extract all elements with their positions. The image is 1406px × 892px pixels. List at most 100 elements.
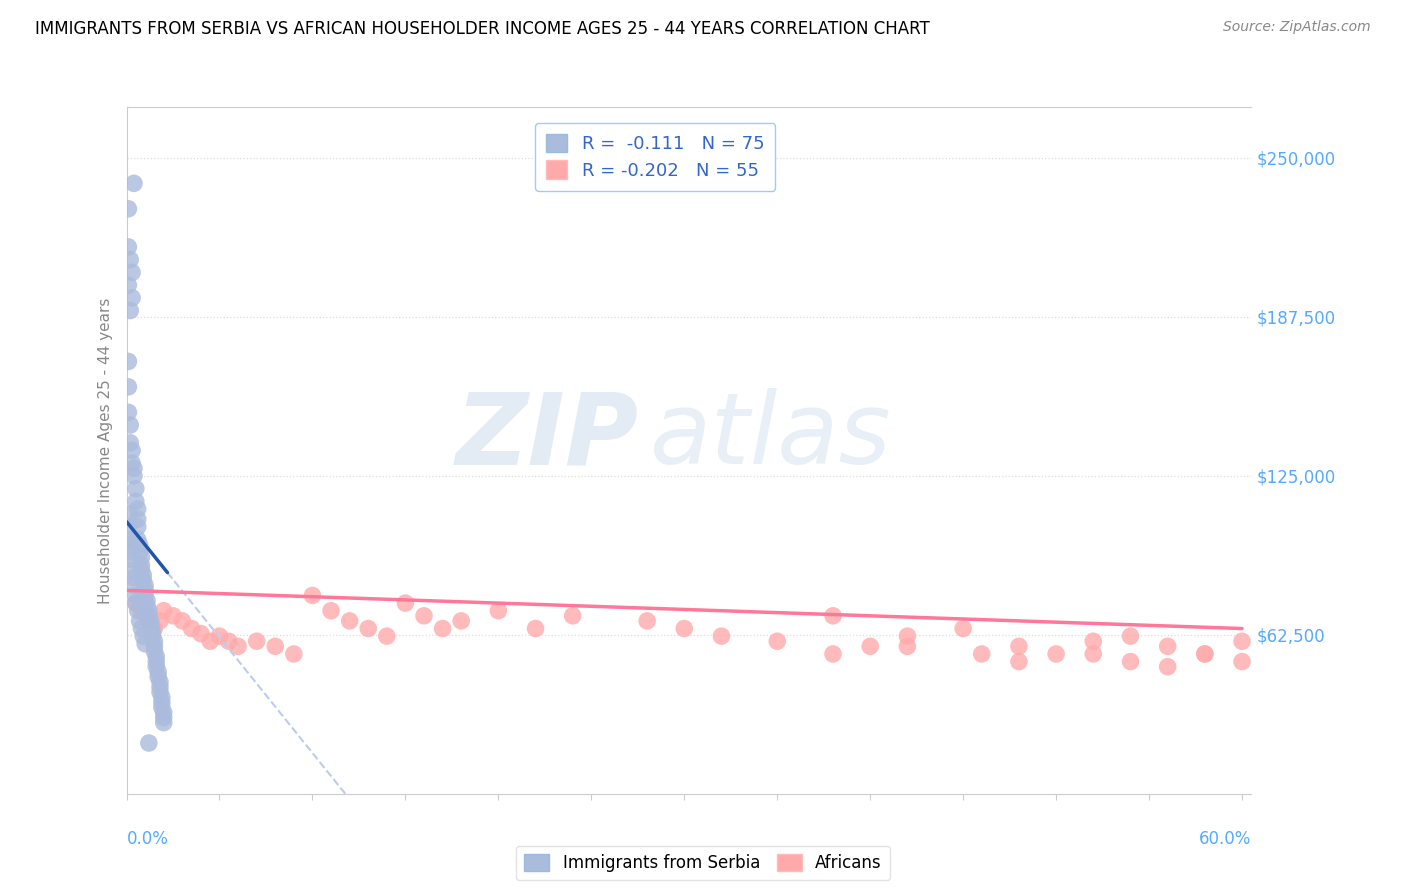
Point bbox=[283, 647, 305, 661]
Point bbox=[125, 494, 148, 508]
Point bbox=[127, 502, 149, 516]
Point bbox=[127, 533, 149, 547]
Point bbox=[394, 596, 416, 610]
Point bbox=[131, 622, 153, 636]
Point bbox=[134, 637, 156, 651]
Point bbox=[117, 202, 139, 216]
Point bbox=[896, 629, 918, 643]
Point bbox=[952, 622, 974, 636]
Point bbox=[128, 545, 150, 559]
Point bbox=[117, 278, 139, 293]
Point bbox=[146, 665, 169, 679]
Point bbox=[131, 558, 153, 572]
Legend: R =  -0.111   N = 75, R = -0.202   N = 55: R = -0.111 N = 75, R = -0.202 N = 55 bbox=[536, 123, 775, 191]
Point bbox=[1156, 640, 1178, 654]
Point bbox=[128, 538, 150, 552]
Point bbox=[122, 578, 145, 592]
Point bbox=[122, 469, 145, 483]
Text: Source: ZipAtlas.com: Source: ZipAtlas.com bbox=[1223, 20, 1371, 34]
Point bbox=[143, 644, 166, 658]
Point bbox=[122, 571, 145, 585]
Point bbox=[766, 634, 789, 648]
Point bbox=[264, 640, 287, 654]
Y-axis label: Householder Income Ages 25 - 44 years: Householder Income Ages 25 - 44 years bbox=[98, 297, 114, 604]
Point bbox=[1230, 655, 1253, 669]
Point bbox=[149, 680, 172, 694]
Point bbox=[117, 354, 139, 368]
Point bbox=[125, 589, 148, 603]
Point bbox=[970, 647, 993, 661]
Point bbox=[121, 265, 143, 279]
Point bbox=[710, 629, 733, 643]
Point bbox=[1045, 647, 1067, 661]
Point bbox=[226, 640, 249, 654]
Point bbox=[136, 593, 159, 607]
Point bbox=[149, 614, 172, 628]
Point bbox=[146, 670, 169, 684]
Point bbox=[136, 599, 159, 613]
Point bbox=[1268, 659, 1291, 673]
Text: ZIP: ZIP bbox=[456, 388, 638, 485]
Point bbox=[121, 443, 143, 458]
Point bbox=[1119, 629, 1142, 643]
Point bbox=[120, 538, 142, 552]
Point bbox=[120, 252, 142, 267]
Point bbox=[145, 659, 167, 673]
Point bbox=[1230, 634, 1253, 648]
Point bbox=[896, 640, 918, 654]
Point bbox=[138, 614, 160, 628]
Point bbox=[152, 710, 174, 724]
Point bbox=[486, 604, 509, 618]
Point bbox=[143, 640, 166, 654]
Text: atlas: atlas bbox=[650, 388, 891, 485]
Point bbox=[1008, 640, 1031, 654]
Point bbox=[121, 563, 143, 577]
Point bbox=[561, 608, 583, 623]
Point bbox=[120, 545, 142, 559]
Point bbox=[134, 608, 156, 623]
Point bbox=[1008, 655, 1031, 669]
Point bbox=[152, 706, 174, 720]
Point bbox=[1119, 655, 1142, 669]
Point bbox=[139, 614, 162, 628]
Point bbox=[131, 604, 153, 618]
Point bbox=[131, 550, 153, 565]
Point bbox=[143, 622, 166, 636]
Point bbox=[117, 240, 139, 254]
Point bbox=[208, 629, 231, 643]
Point bbox=[375, 629, 398, 643]
Point bbox=[142, 629, 165, 643]
Point bbox=[120, 417, 142, 432]
Point bbox=[246, 634, 269, 648]
Point bbox=[139, 619, 162, 633]
Point bbox=[121, 456, 143, 470]
Point bbox=[339, 614, 361, 628]
Point bbox=[117, 507, 139, 521]
Point bbox=[149, 685, 172, 699]
Point bbox=[150, 700, 173, 714]
Point bbox=[821, 608, 844, 623]
Point bbox=[142, 624, 165, 638]
Point bbox=[821, 647, 844, 661]
Point bbox=[1156, 659, 1178, 673]
Point bbox=[152, 604, 174, 618]
Point bbox=[1194, 647, 1216, 661]
Point bbox=[319, 604, 342, 618]
Point bbox=[432, 622, 454, 636]
Point bbox=[150, 695, 173, 709]
Point bbox=[150, 690, 173, 705]
Point bbox=[1083, 634, 1105, 648]
Point bbox=[1083, 647, 1105, 661]
Point bbox=[138, 604, 160, 618]
Point bbox=[180, 622, 202, 636]
Point bbox=[128, 614, 150, 628]
Point bbox=[190, 626, 212, 640]
Point bbox=[162, 608, 184, 623]
Point bbox=[127, 520, 149, 534]
Point bbox=[132, 629, 155, 643]
Point bbox=[121, 553, 143, 567]
Point bbox=[125, 482, 148, 496]
Point bbox=[636, 614, 658, 628]
Point bbox=[134, 578, 156, 592]
Point bbox=[134, 589, 156, 603]
